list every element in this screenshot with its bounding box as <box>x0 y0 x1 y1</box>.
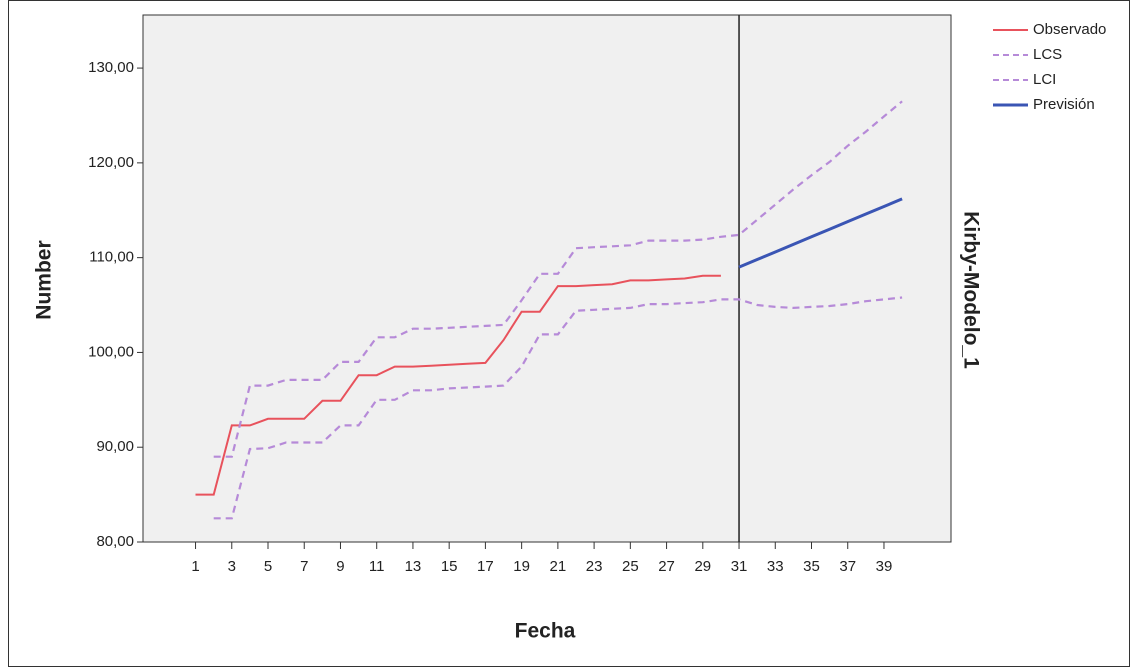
legend-text: Observado <box>1033 21 1106 38</box>
y-tick-label: 130,00 <box>88 59 134 76</box>
x-tick-label: 33 <box>767 558 784 575</box>
x-tick-label: 13 <box>405 558 422 575</box>
series-line <box>213 100 903 458</box>
legend-text: LCS <box>1033 46 1062 63</box>
x-tick-label: 37 <box>839 558 856 575</box>
series-line <box>738 197 903 269</box>
x-tick-label: 19 <box>513 558 530 575</box>
x-tick-label: 9 <box>336 558 344 575</box>
y-axis-title: Number <box>33 240 56 319</box>
x-axis-title: Fecha <box>515 620 576 643</box>
x-tick-label: 39 <box>876 558 893 575</box>
x-tick-label: 1 <box>191 558 199 575</box>
series-line <box>213 296 903 520</box>
y-tick-label: 90,00 <box>96 438 134 455</box>
y-tick-label: 120,00 <box>88 154 134 171</box>
y-tick-label: 80,00 <box>96 533 134 550</box>
x-tick-label: 15 <box>441 558 458 575</box>
legend-text: Previsión <box>1033 96 1095 113</box>
series-line <box>195 274 721 496</box>
x-tick-label: 35 <box>803 558 820 575</box>
legend-text: LCI <box>1033 71 1056 88</box>
x-tick-label: 7 <box>300 558 308 575</box>
x-tick-label: 11 <box>369 558 385 575</box>
y-tick-label: 100,00 <box>88 343 134 360</box>
frame <box>8 0 1130 667</box>
plot-area <box>142 14 952 543</box>
x-tick-label: 27 <box>658 558 675 575</box>
y-tick-label: 110,00 <box>89 249 134 266</box>
x-tick-label: 21 <box>550 558 567 575</box>
x-tick-label: 25 <box>622 558 639 575</box>
x-tick-label: 31 <box>731 558 748 575</box>
x-tick-label: 29 <box>694 558 711 575</box>
x-tick-label: 17 <box>477 558 494 575</box>
x-tick-label: 3 <box>228 558 236 575</box>
model-label: Kirby-Modelo_1 <box>959 211 982 369</box>
x-tick-label: 5 <box>264 558 272 575</box>
x-tick-label: 23 <box>586 558 603 575</box>
